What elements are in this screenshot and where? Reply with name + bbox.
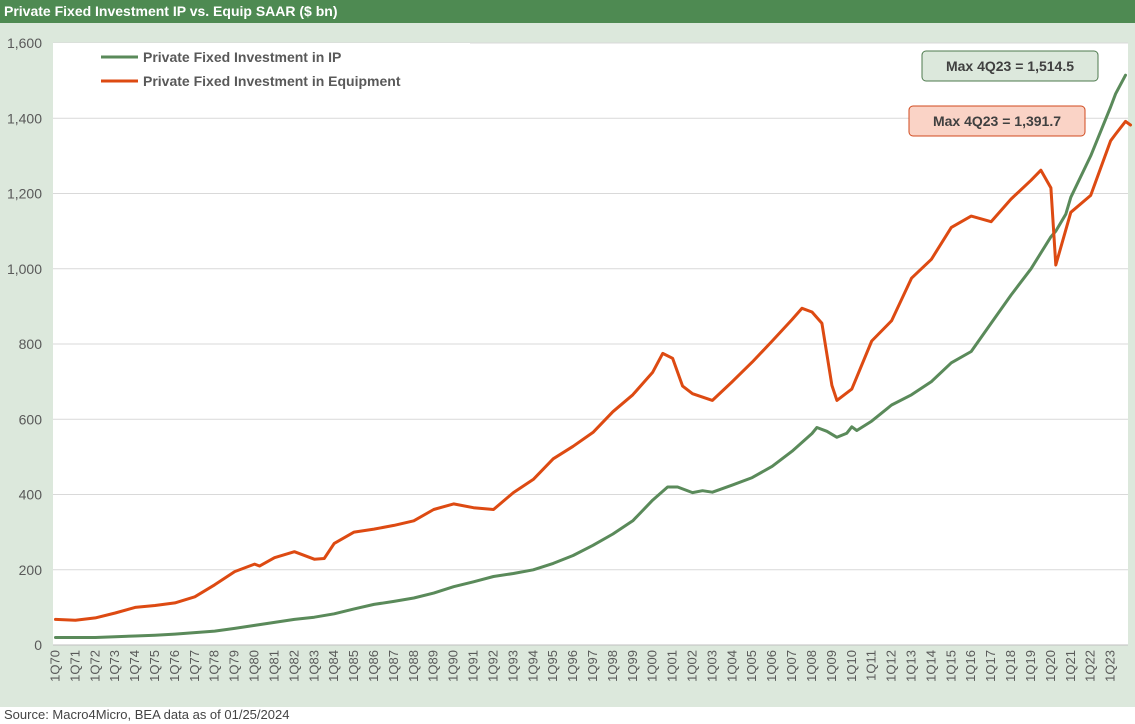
annotation-equipment-text: Max 4Q23 = 1,391.7 (933, 113, 1061, 129)
x-tick-label: 1Q07 (784, 650, 799, 682)
y-tick-label: 600 (19, 411, 43, 427)
x-tick-label: 1Q84 (326, 650, 341, 682)
x-tick-label: 1Q05 (744, 650, 759, 682)
x-tick-label: 1Q15 (943, 650, 958, 682)
x-tick-label: 1Q18 (1003, 650, 1018, 682)
x-tick-label: 1Q95 (545, 650, 560, 682)
x-tick-label: 1Q89 (426, 650, 441, 682)
x-tick-label: 1Q96 (565, 650, 580, 682)
x-tick-label: 1Q06 (764, 650, 779, 682)
y-tick-label: 200 (19, 562, 43, 578)
x-tick-label: 1Q92 (485, 650, 500, 682)
x-tick-label: 1Q19 (1023, 650, 1038, 682)
x-tick-label: 1Q81 (266, 650, 281, 682)
x-tick-label: 1Q22 (1083, 650, 1098, 682)
series-line-ip (54, 73, 1127, 639)
x-tick-label: 1Q08 (804, 650, 819, 682)
x-tick-label: 1Q77 (187, 650, 202, 682)
x-tick-label: 1Q00 (645, 650, 660, 682)
legend: Private Fixed Investment in IP Private F… (53, 43, 470, 96)
x-tick-label: 1Q16 (963, 650, 978, 682)
x-tick-label: 1Q80 (247, 650, 262, 682)
chart-title: Private Fixed Investment IP vs. Equip SA… (4, 3, 338, 19)
y-tick-label: 1,000 (7, 261, 42, 277)
x-tick-label: 1Q74 (127, 650, 142, 682)
y-tick-label: 1,200 (7, 186, 42, 202)
series-lines (54, 73, 1132, 639)
x-tick-label: 1Q90 (446, 650, 461, 682)
x-tick-label: 1Q82 (286, 650, 301, 682)
x-tick-label: 1Q79 (227, 650, 242, 682)
x-tick-label: 1Q09 (824, 650, 839, 682)
x-tick-label: 1Q71 (67, 650, 82, 682)
y-tick-label: 0 (34, 637, 42, 653)
annotation-ip-max: Max 4Q23 = 1,514.5 (921, 50, 1099, 82)
x-tick-label: 1Q75 (147, 650, 162, 682)
y-tick-label: 800 (19, 336, 43, 352)
x-tick-label: 1Q12 (884, 650, 899, 682)
legend-label-ip: Private Fixed Investment in IP (143, 49, 341, 65)
x-tick-label: 1Q93 (505, 650, 520, 682)
annotation-ip-box (921, 50, 1099, 82)
x-tick-label: 1Q83 (306, 650, 321, 682)
x-tick-label: 1Q97 (585, 650, 600, 682)
legend-box (53, 43, 470, 96)
x-tick-label: 1Q91 (466, 650, 481, 682)
annotation-equipment-max: Max 4Q23 = 1,391.7 (908, 105, 1086, 137)
title-bar: Private Fixed Investment IP vs. Equip SA… (0, 0, 1135, 23)
line-chart: 0 200 400 600 800 1,000 1,200 1,400 1,600 1Q70 1Q7… (0, 23, 1135, 707)
x-tick-label: 1Q11 (864, 650, 879, 681)
source-note: Source: Macro4Micro, BEA data as of 01/2… (4, 707, 290, 722)
x-tick-label: 1Q87 (386, 650, 401, 682)
x-tick-label: 1Q01 (665, 650, 680, 682)
x-tick-label: 1Q86 (366, 650, 381, 682)
x-tick-label: 1Q94 (525, 650, 540, 682)
x-tick-label: 1Q03 (704, 650, 719, 682)
x-tick-label: 1Q20 (1043, 650, 1058, 682)
y-tick-label: 1,400 (7, 110, 42, 126)
x-tick-label: 1Q70 (47, 650, 62, 682)
x-tick-label: 1Q04 (724, 650, 739, 682)
axes: 0 200 400 600 800 1,000 1,200 1,400 1,600 1Q70 1Q7… (7, 35, 1128, 682)
x-tick-label: 1Q21 (1063, 650, 1078, 682)
x-tick-label: 1Q85 (346, 650, 361, 682)
annotation-equipment-box (908, 105, 1086, 137)
x-tick-label: 1Q17 (983, 650, 998, 682)
x-tick-label: 1Q78 (207, 650, 222, 682)
y-tick-label: 400 (19, 487, 43, 503)
annotation-ip-text: Max 4Q23 = 1,514.5 (946, 58, 1074, 74)
x-tick-label: 1Q02 (685, 650, 700, 682)
x-tick-label: 1Q99 (625, 650, 640, 682)
y-tick-label: 1,600 (7, 35, 42, 51)
x-tick-label: 1Q88 (406, 650, 421, 682)
legend-label-equipment: Private Fixed Investment in Equipment (143, 73, 401, 89)
x-tick-label: 1Q14 (923, 650, 938, 682)
x-tick-label: 1Q98 (605, 650, 620, 682)
series-line-equipment (54, 119, 1132, 622)
x-tick-label: 1Q73 (107, 650, 122, 682)
x-tick-label: 1Q72 (87, 650, 102, 682)
x-tick-label: 1Q13 (904, 650, 919, 682)
x-tick-label: 1Q23 (1103, 650, 1118, 682)
x-tick-label: 1Q76 (167, 650, 182, 682)
x-tick-label: 1Q10 (844, 650, 859, 682)
